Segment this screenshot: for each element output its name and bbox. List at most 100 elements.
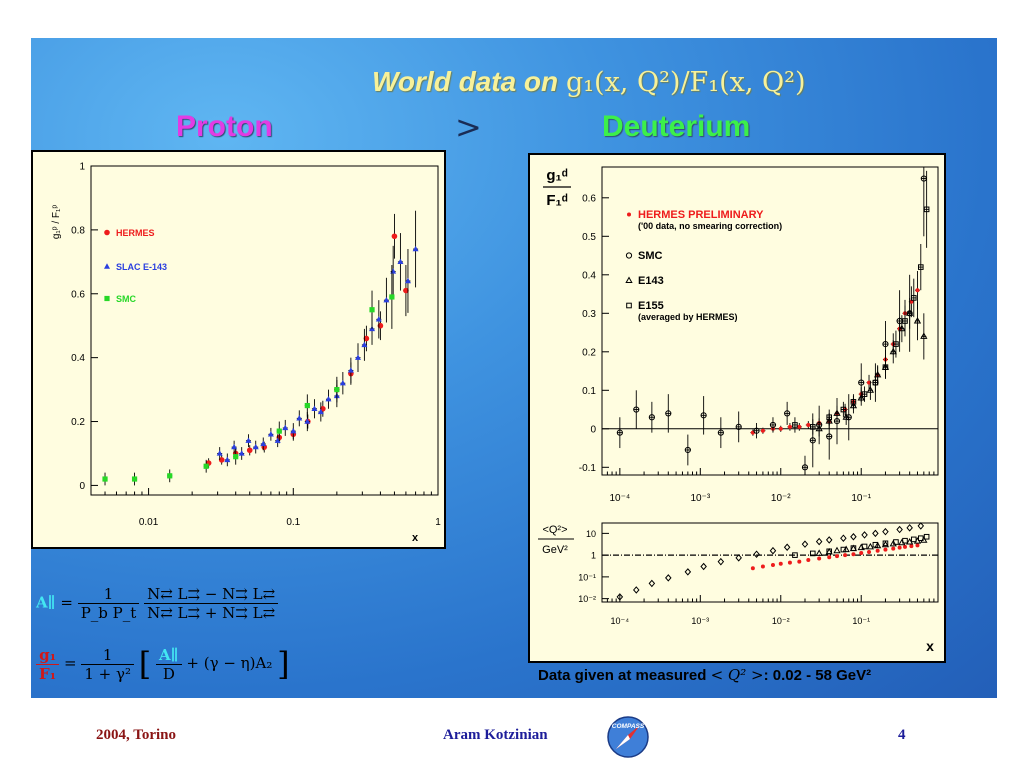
data-point (835, 554, 840, 559)
data-point (369, 307, 375, 313)
data-point (875, 548, 880, 553)
data-point (809, 550, 816, 557)
y-tick-label: 0.4 (71, 353, 85, 364)
data-point (850, 545, 857, 551)
data-point (889, 347, 897, 355)
x-tick-label: 0.01 (139, 517, 159, 528)
data-point (354, 354, 361, 360)
data-point (665, 574, 672, 582)
data-point (304, 402, 310, 409)
series-3 (792, 170, 930, 435)
data-point (866, 542, 875, 550)
data-point (909, 299, 914, 304)
a-parallel-symbol: A∥ (156, 646, 182, 665)
asymmetry-ratio-den: N⇄ L⇉ + N⇉ L⇄ (147, 604, 276, 622)
data-point (826, 414, 833, 421)
data-point (717, 557, 725, 566)
data-point (867, 549, 872, 554)
asymmetry-factor-den: P_b P_t (80, 604, 137, 622)
title-math: g₁(x, Q²)/F₁(x, Q²) (565, 67, 806, 98)
deuterium-y-label-num: g₁ᵈ (546, 167, 567, 184)
data-point (397, 258, 404, 265)
data-point (750, 566, 755, 571)
data-point (815, 424, 823, 432)
data-point (231, 443, 238, 450)
y-tick-label: 0.1 (582, 386, 596, 397)
y-tick-label: 0.5 (582, 232, 596, 243)
data-point (339, 380, 346, 386)
deuterium-heading: Deuterium (602, 110, 751, 143)
proton-y-axis-label: g₁ᵖ / F₁ᵖ (51, 205, 62, 240)
data-point (826, 433, 833, 440)
x-tick-label: 10⁻² (771, 493, 791, 504)
data-point (784, 410, 791, 417)
compass-logo-icon: COMPASS (607, 716, 649, 758)
data-point (882, 341, 889, 348)
y-tick-label: 0 (79, 481, 85, 492)
legend-label: HERMES PRELIMINARY (638, 209, 764, 221)
data-point (233, 454, 239, 460)
asymmetry-factor: 1 P_b P_t (77, 585, 140, 622)
data-point (347, 367, 354, 373)
data-point (920, 332, 928, 339)
data-point (633, 406, 640, 413)
data-point (616, 593, 624, 601)
data-point (873, 541, 882, 549)
data-point (861, 543, 868, 550)
x-tick-label: 10⁻³ (690, 493, 710, 504)
data-point (792, 422, 798, 428)
legend-label: SMC (638, 250, 663, 262)
data-point (216, 450, 223, 456)
footer-date-place: 2004, Torino (96, 727, 177, 743)
x-tick-label: 1 (435, 517, 441, 528)
title-text: World data on (372, 66, 559, 97)
y-tick-label: 0.8 (71, 225, 85, 236)
data-point (717, 429, 724, 436)
data-point (909, 544, 914, 549)
data-point (896, 525, 903, 534)
data-point (920, 536, 928, 543)
data-point (648, 414, 655, 421)
data-point (917, 264, 924, 270)
data-point (325, 395, 332, 402)
data-point (893, 539, 899, 545)
data-point (840, 534, 847, 542)
series-0 (750, 543, 920, 571)
legend-marker (104, 229, 110, 236)
series-3 (792, 533, 930, 558)
data-point (906, 524, 913, 532)
data-point (815, 549, 823, 556)
data-point (282, 424, 289, 431)
data-point (840, 406, 847, 413)
y-tick-label: 10 (586, 529, 596, 539)
legend-label: E143 (638, 275, 664, 287)
proton-heading: Proton (176, 110, 273, 143)
data-point (843, 553, 848, 558)
y-tick-label: 0.2 (582, 347, 596, 358)
data-point (910, 295, 917, 301)
data-point (915, 288, 920, 293)
data-point (801, 540, 809, 548)
q2-note-math: < Q² > (710, 666, 764, 684)
compass-logo-text: COMPASS (612, 723, 645, 730)
data-point (363, 335, 370, 342)
data-point (833, 546, 841, 554)
data-point (131, 476, 138, 482)
data-point (825, 536, 833, 544)
data-point (361, 341, 368, 348)
legend-note: (averaged by HERMES) (638, 312, 738, 322)
legend-note: ('00 data, no smearing correction) (638, 221, 782, 231)
data-point (412, 245, 419, 252)
g1-f1-equation: g₁ F₁ = 1 1 + γ² [ A∥ D + (γ − η)A₂ ] (36, 645, 290, 683)
data-point (616, 429, 623, 436)
data-point (224, 456, 231, 463)
asymmetry-symbol: A∥ (36, 593, 56, 612)
legend-label: E155 (638, 300, 664, 312)
y-tick-label: 0.2 (71, 417, 85, 428)
data-point (317, 408, 324, 415)
series-1 (216, 210, 419, 467)
f1-symbol: F₁ (39, 664, 57, 683)
data-point (684, 446, 691, 454)
legend-marker (625, 252, 633, 259)
y-tick-label: 0.4 (582, 270, 596, 281)
